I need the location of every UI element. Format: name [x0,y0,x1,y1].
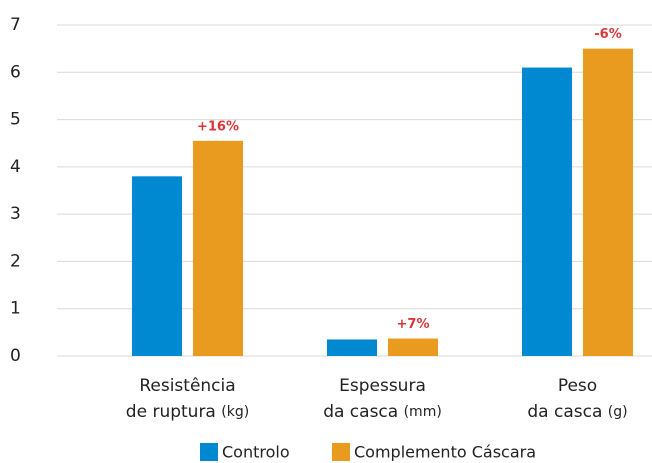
y-tick-label: 5 [10,110,21,130]
bar [193,140,243,356]
x-tick-label-line: Resistência [139,376,235,396]
annotation: +7% [397,317,430,332]
legend-swatch [200,443,218,461]
x-tick-label: Espessura [339,376,426,396]
x-tick-label-line: Espessura [339,376,426,396]
y-tick-label: 3 [10,204,21,224]
y-tick-label: 6 [10,62,21,82]
y-tick-label: 4 [10,157,21,177]
y-tick-label: 2 [10,251,21,271]
x-tick-label-line: da casca [323,402,398,422]
y-tick-label: 7 [10,15,21,35]
x-tick-label: Peso [558,376,597,396]
bar [522,67,572,357]
x-tick-label-line: Peso [558,376,597,396]
x-tick-label: de ruptura (kg) [126,402,249,422]
bar [327,339,377,356]
bar [132,176,182,356]
bar [388,338,438,356]
x-tick-unit: (kg) [221,404,249,420]
x-tick-label-line: da casca [527,402,602,422]
x-tick-label-line: de ruptura [126,402,216,422]
legend-label: Controlo [222,443,290,462]
x-tick-label: da casca (mm) [323,402,442,422]
x-tick-unit: (g) [608,404,628,420]
legend-swatch [332,443,350,461]
annotation: -6% [594,27,621,42]
legend-label: Complemento Cáscara [354,443,536,462]
x-tick-unit: (mm) [404,404,442,420]
y-tick-label: 1 [10,299,21,319]
x-tick-label: Resistência [139,376,235,396]
y-tick-label: 0 [10,346,21,366]
x-tick-label: da casca (g) [527,402,627,422]
bar [583,48,633,357]
annotation: +16% [197,119,239,134]
